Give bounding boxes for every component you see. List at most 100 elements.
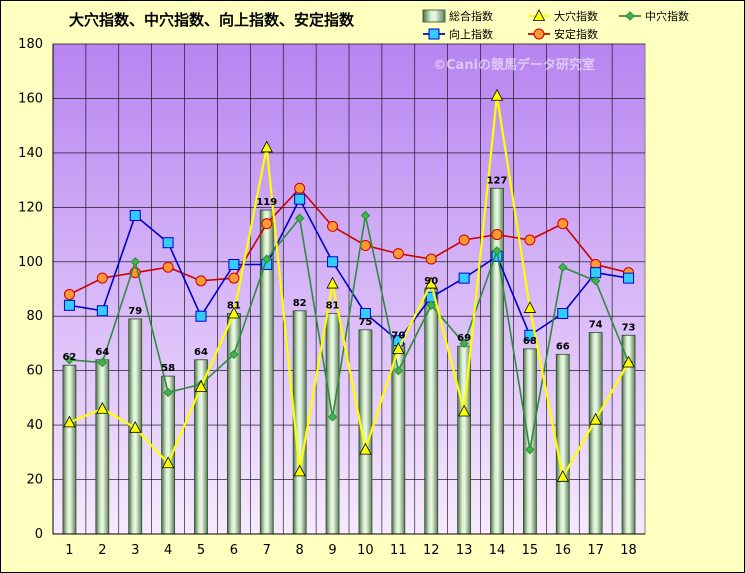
data-point [260,140,273,153]
series-line [69,95,630,480]
bar-data-label: 82 [293,298,307,309]
data-point [195,275,207,287]
x-tick-label: 6 [230,543,238,558]
bar-data-label: 58 [161,363,175,374]
bar-data-label: 64 [194,347,208,358]
bar [62,364,77,535]
y-tick-label: 0 [35,527,43,542]
y-tick-label: 80 [26,309,43,324]
x-tick-label: 14 [489,543,506,558]
x-tick-label: 9 [328,543,336,558]
chart-title: 大穴指数、中穴指数、向上指数、安定指数 [69,11,355,29]
y-tick-label: 100 [18,255,43,270]
bar [490,187,504,535]
line-series-diamond [64,210,634,455]
data-point [96,272,108,284]
y-tick-label: 160 [18,91,43,106]
legend-marker [532,9,546,21]
line-series-triangle [63,88,635,482]
bar-data-label: 127 [487,175,508,186]
legend-item: 安定指数 [528,27,598,41]
bar-data-label: 64 [95,347,109,358]
legend-item: 向上指数 [423,27,493,41]
legend-marker [625,11,635,21]
data-point [64,355,75,365]
bar-data-label: 66 [556,341,570,352]
data-point [359,239,371,251]
y-tick-label: 120 [18,200,43,215]
data-point [458,272,470,284]
bar-data-label: 119 [256,197,277,208]
bar-data-label: 73 [622,322,636,333]
data-point [492,246,502,256]
x-tick-label: 10 [357,543,374,558]
x-tick-label: 12 [423,543,440,558]
data-point [491,229,503,241]
bar-data-label: 81 [326,301,340,312]
data-point [590,276,601,286]
data-point [490,88,504,101]
bar-data-label: 79 [128,306,142,317]
series-line [69,215,630,450]
bar-data-label: 75 [358,317,372,328]
bar-data-label: 62 [62,352,76,363]
data-point [229,349,239,360]
data-point [623,272,635,284]
bar-data-label: 68 [523,336,537,347]
x-tick-label: 7 [263,543,271,558]
x-tick-label: 4 [164,543,172,558]
data-point [130,257,140,267]
data-point [557,218,569,230]
data-point [392,342,405,354]
data-point [228,272,240,284]
bar [555,353,570,535]
data-point [327,256,339,268]
data-point [227,306,241,319]
data-point [63,288,75,300]
legend-label: 安定指数 [554,27,598,41]
data-point [326,276,339,289]
y-tick-label: 20 [26,473,43,488]
bar [424,288,439,535]
x-tick-label: 17 [587,543,604,558]
legend-swatch [422,9,446,23]
data-point [525,444,535,455]
data-point [425,253,437,265]
data-point [194,380,208,392]
data-point [327,412,338,422]
data-point [228,259,240,270]
y-tick-label: 40 [26,418,43,433]
data-point [327,220,339,232]
data-point [558,262,568,272]
bar [588,332,603,535]
data-point [294,193,306,205]
data-point [556,469,569,482]
bar-data-label: 74 [589,320,603,331]
data-point [426,300,436,311]
y-tick-label: 140 [18,146,43,161]
x-tick-label: 13 [456,543,473,558]
data-point [293,464,306,477]
watermark: ©Caniの競馬データ研究室 [433,57,595,73]
bar [226,313,241,535]
legend-marker [533,28,545,40]
data-point [557,308,569,319]
bar [325,313,340,535]
y-tick-label: 180 [18,37,43,52]
data-point [359,442,372,455]
gridlines [53,43,645,534]
y-tick-label: 60 [26,364,43,379]
data-point [458,234,470,246]
x-tick-label: 11 [390,543,407,558]
x-tick-label: 5 [197,543,205,558]
data-point [359,308,371,319]
data-point [195,310,207,322]
data-point [262,254,272,264]
x-tick-label: 8 [296,543,304,558]
bar [522,348,537,535]
bar-data-label: 69 [457,333,471,344]
legend-label: 中穴指数 [645,9,689,23]
data-point [97,357,108,368]
x-tick-label: 1 [65,543,73,558]
